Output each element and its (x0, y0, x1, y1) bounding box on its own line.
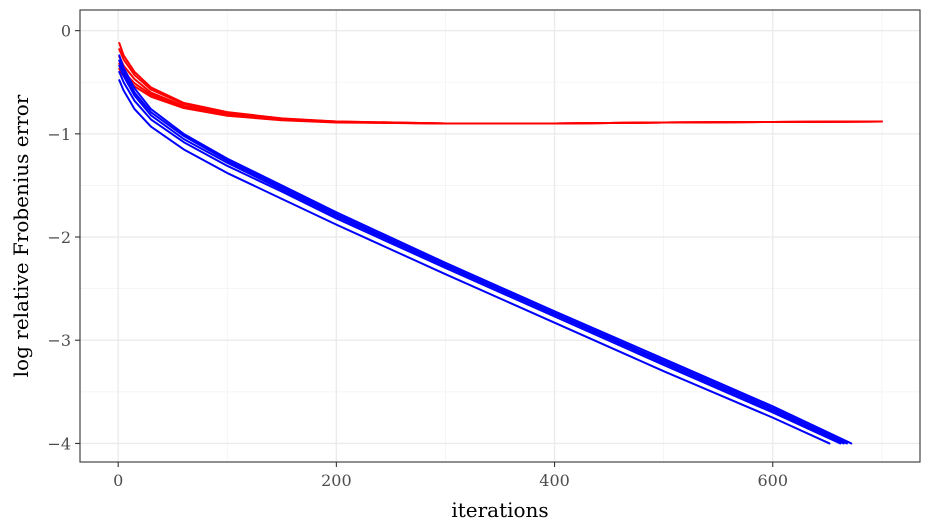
y-axis-title: log relative Frobenius error (9, 94, 33, 377)
series-layer (118, 42, 883, 445)
x-tick-label: 600 (757, 471, 788, 490)
y-tick-label: −1 (47, 125, 71, 144)
y-tick-label: −2 (47, 228, 71, 247)
y-axis-ticks: 0 −1 −2 −3 −4 (47, 22, 80, 453)
x-tick-label: 400 (539, 471, 570, 490)
series-line-10 (118, 79, 831, 445)
series-line-6 (118, 54, 853, 445)
x-tick-label: 0 (113, 471, 123, 490)
y-tick-label: −4 (47, 434, 71, 453)
major-gridlines (80, 10, 920, 462)
plot-panel-border (79, 9, 921, 463)
y-tick-label: −3 (47, 331, 71, 350)
x-tick-label: 200 (321, 471, 352, 490)
series-line-9 (118, 70, 842, 445)
y-tick-label: 0 (61, 22, 71, 41)
series-line-8 (118, 64, 845, 445)
minor-gridlines (80, 10, 920, 462)
x-axis-title: iterations (451, 498, 548, 522)
x-axis-ticks: 0 200 400 600 (113, 462, 788, 490)
series-line-7 (118, 59, 848, 445)
